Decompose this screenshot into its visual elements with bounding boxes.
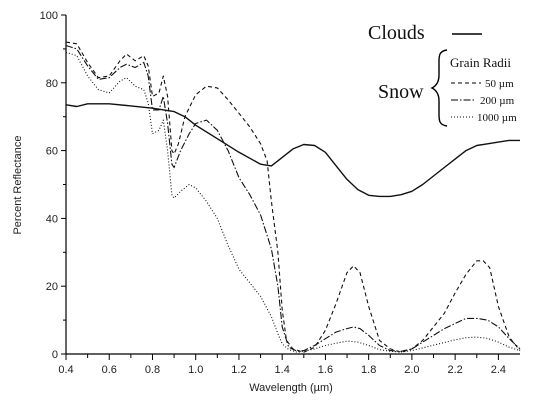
- x-tick-label: 2.0: [404, 364, 419, 376]
- y-tick-label: 100: [40, 10, 58, 22]
- x-tick-label: 2.4: [491, 364, 506, 376]
- y-tick-label: 20: [46, 281, 58, 293]
- legend: Clouds Snow Grain Radii 50 µm 200 µm 100…: [368, 22, 517, 127]
- x-tick-label: 1.0: [188, 364, 203, 376]
- x-tick-label: 1.2: [231, 364, 246, 376]
- legend-label-200: 200 µm: [480, 95, 515, 107]
- series-line-1000-m: [65, 51, 521, 353]
- x-tick-label: 2.2: [447, 364, 462, 376]
- legend-label-50: 50 µm: [485, 78, 514, 90]
- y-axis-title: Percent Reflectance: [12, 135, 24, 234]
- legend-label-1000: 1000 µm: [477, 112, 517, 124]
- series-line-50-m: [65, 41, 521, 353]
- y-tick-label: 60: [46, 146, 58, 158]
- legend-grain-header: Grain Radii: [450, 55, 511, 70]
- y-tick-label: 80: [46, 78, 58, 90]
- y-tick-label: 40: [46, 213, 58, 225]
- legend-snow-label: Snow: [378, 81, 424, 103]
- series-line-clouds: [65, 103, 520, 198]
- series-line-200-m: [65, 44, 521, 352]
- x-axis-title: Wavelength (µm): [249, 382, 333, 394]
- legend-clouds-label: Clouds: [368, 22, 425, 44]
- x-tick-label: 1.6: [318, 364, 333, 376]
- series-group: [65, 41, 521, 353]
- x-ticks: 0.4 0.6 0.8 1.0 1.2 1.4 1.6 1.8 2.0 2.2 2.4: [58, 354, 506, 376]
- y-ticks: 0 20 40 60 80 100: [40, 10, 66, 361]
- y-tick-label: 0: [52, 349, 58, 361]
- x-tick-label: 0.6: [102, 364, 117, 376]
- x-tick-label: 0.4: [58, 364, 73, 376]
- x-tick-label: 1.8: [361, 364, 376, 376]
- legend-brace-icon: [430, 49, 448, 127]
- x-tick-label: 0.8: [145, 364, 160, 376]
- x-tick-label: 1.4: [275, 364, 290, 376]
